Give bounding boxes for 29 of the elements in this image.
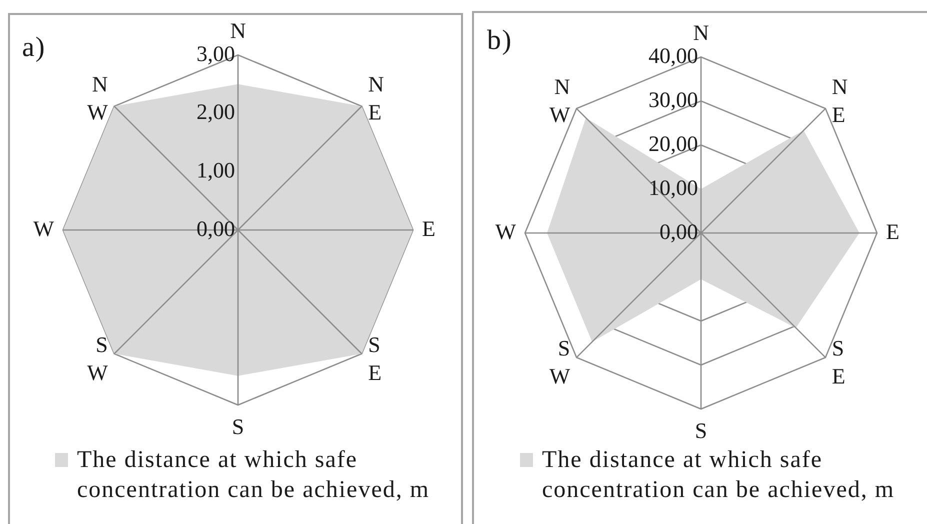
spoke-label: E: [886, 218, 900, 244]
spoke-label: N: [230, 18, 246, 43]
spoke-label: N E: [368, 72, 384, 125]
y-tick-label: 0,00: [660, 218, 698, 244]
legend-label: The distance at which safe concentration can be achieved, m: [77, 446, 431, 505]
spoke-label: S W: [87, 332, 108, 385]
y-tick-label: 3,00: [196, 40, 235, 66]
y-tick-label: 40,00: [648, 42, 698, 68]
spoke-label: S E: [832, 336, 846, 389]
y-tick-label: 10,00: [648, 174, 698, 200]
spoke-label: S E: [368, 332, 382, 385]
y-tick-label: 30,00: [648, 86, 698, 112]
spoke-label: N W: [87, 72, 108, 125]
spoke-label: W: [33, 216, 54, 241]
legend-label: The distance at which safe concentration can be achieved, m: [542, 446, 896, 505]
spoke-label: W: [495, 218, 516, 244]
spoke-label: N W: [549, 74, 570, 127]
y-tick-label: 20,00: [648, 130, 698, 156]
spoke-label: S W: [549, 336, 570, 389]
y-tick-label: 2,00: [196, 99, 235, 124]
spoke-label: E: [422, 216, 436, 241]
spoke-label: N E: [832, 74, 848, 127]
spoke-label: N: [693, 20, 710, 45]
y-tick-label: 1,00: [196, 157, 235, 182]
chart-title: a): [22, 32, 46, 63]
chart-title: b): [487, 25, 512, 56]
spoke-label: S: [232, 414, 244, 439]
y-tick-label: 0,00: [196, 216, 235, 241]
spoke-label: S: [694, 418, 708, 443]
